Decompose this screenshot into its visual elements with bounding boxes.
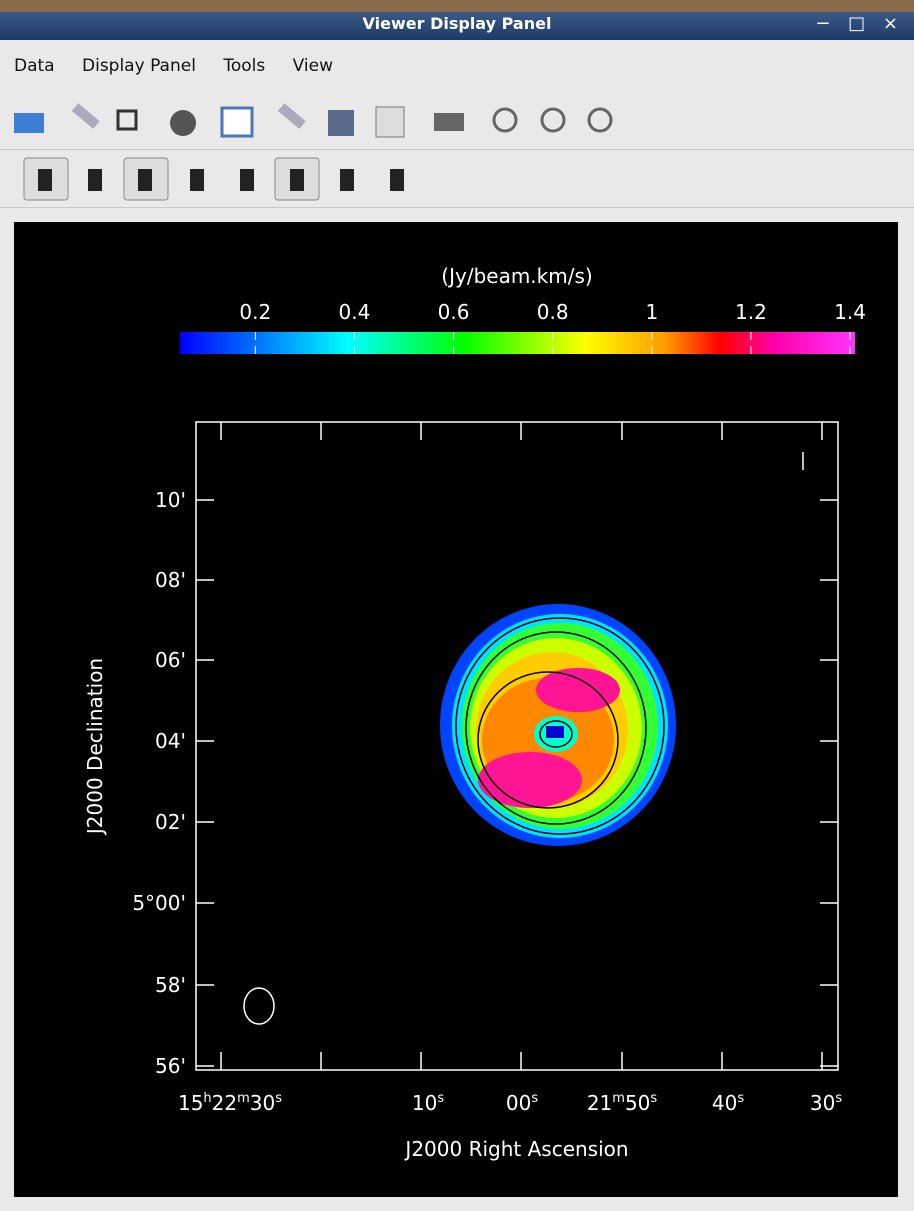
tick-number: 21 [587,1091,612,1115]
x-tick-label: 10s [412,1091,444,1115]
y-tick-label: 56' [155,1054,186,1078]
y-tick-label: 5°00' [132,891,186,915]
x-tick-label: 30s [810,1091,842,1115]
y-tick-label: 04' [155,729,186,753]
tick-unit: s [650,1091,657,1106]
colorbar-tick-label: 1.4 [834,300,866,324]
colorbar-tick-label: 1.2 [735,300,767,324]
tick-unit: s [531,1091,538,1106]
y-tick-label: 10' [155,488,186,512]
x-axis-label: J2000 Right Ascension [403,1137,628,1161]
tick-unit: m [237,1091,250,1106]
y-tick-label: 08' [155,568,186,592]
tick-unit: m [612,1091,625,1106]
x-tick-label: 21m50s [587,1091,658,1115]
x-tick-label: 40s [712,1091,744,1115]
tick-unit: h [203,1091,211,1106]
tick-number: 50 [625,1091,650,1115]
y-tick-label: 02' [155,810,186,834]
tick-number: 30 [810,1091,835,1115]
tick-number: 22 [212,1091,237,1115]
colorbar-tick-label: 1 [645,300,658,324]
y-tick-label: 58' [155,973,186,997]
tick-number: 30 [250,1091,275,1115]
tick-number: 40 [712,1091,737,1115]
tick-unit: s [737,1091,744,1106]
tick-number: 10 [412,1091,437,1115]
emission-map [440,604,676,846]
x-tick-label: 00s [506,1091,538,1115]
x-tick-label: 15h22m30s [178,1091,282,1115]
colorbar [180,332,855,354]
colorbar-label: (Jy/beam.km/s) [441,264,592,288]
colorbar-tick-label: 0.8 [537,300,569,324]
colorbar-tick-label: 0.6 [438,300,470,324]
beam [244,988,274,1024]
y-axis-label: J2000 Declination [83,658,107,836]
colorbar-tick-label: 0.2 [239,300,271,324]
tick-unit: s [835,1091,842,1106]
tick-number: 15 [178,1091,203,1115]
page: Viewer Display Panel − □ × Data Display … [0,0,914,1211]
tick-unit: s [275,1091,282,1106]
tick-number: 00 [506,1091,531,1115]
y-tick-label: 06' [155,648,186,672]
image-plot: (Jy/beam.km/s) J2000 Right Ascension J20… [0,0,914,1211]
tick-unit: s [437,1091,444,1106]
colorbar-tick-label: 0.4 [339,300,371,324]
